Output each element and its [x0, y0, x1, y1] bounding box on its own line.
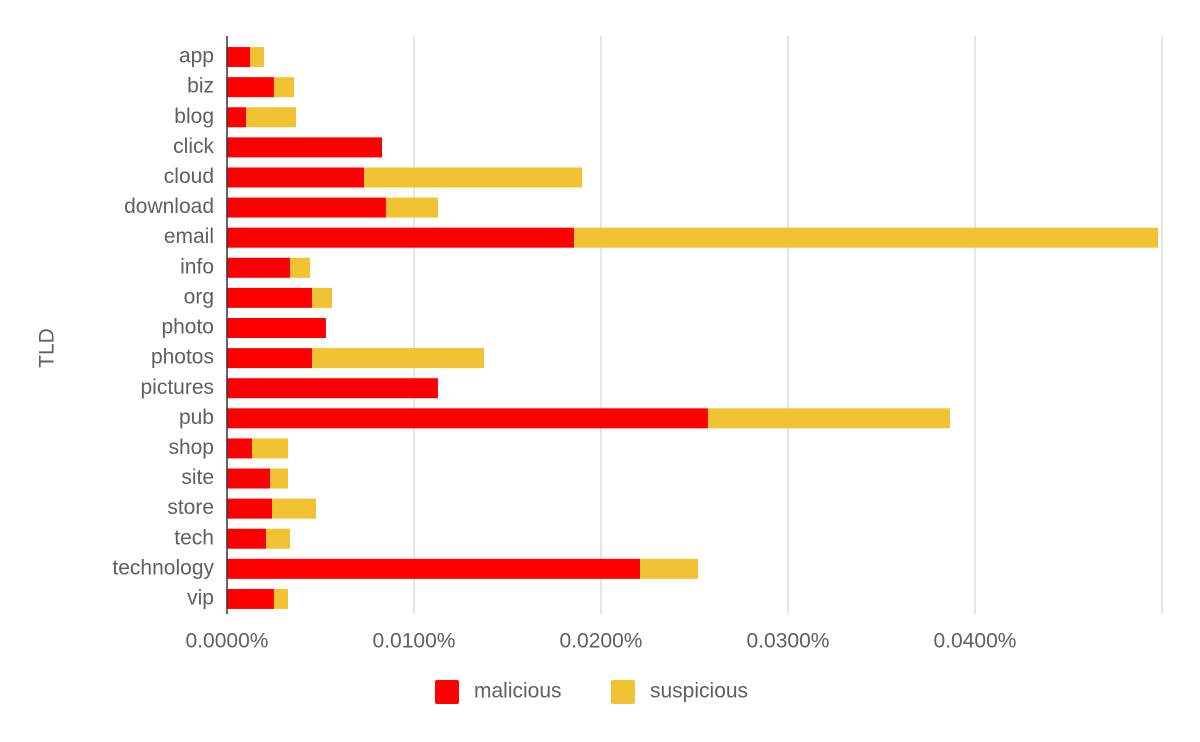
y-tick-label: store: [167, 496, 214, 519]
y-tick-label: app: [179, 45, 214, 68]
legend-swatch: [611, 680, 635, 704]
x-tick-label: 0.0000%: [186, 630, 269, 653]
bar-segment: [227, 348, 313, 369]
bar-segment: [266, 528, 291, 549]
bar-segment: [290, 257, 311, 278]
bar-segment: [640, 558, 699, 579]
legend-label: suspicious: [650, 680, 748, 703]
y-tick-label: email: [164, 225, 214, 248]
x-tick-label: 0.0300%: [747, 630, 830, 653]
x-tick-label: 0.0100%: [373, 630, 456, 653]
y-tick-label: org: [184, 285, 214, 308]
legend-swatch: [435, 680, 459, 704]
bar-segment: [227, 47, 251, 68]
bar-segment: [273, 588, 288, 609]
bar-segment: [227, 468, 271, 489]
y-tick-label: info: [180, 255, 214, 278]
bar-segment: [227, 408, 708, 429]
bar-segment: [273, 77, 294, 98]
bar-segment: [312, 348, 485, 369]
y-tick-label: technology: [112, 556, 214, 579]
bar-segment: [227, 378, 438, 399]
y-tick-label: pictures: [140, 376, 214, 399]
bar-segment: [574, 227, 1159, 248]
bar-segment: [227, 77, 274, 98]
y-tick-label: shop: [168, 436, 214, 459]
y-tick-label: biz: [187, 75, 214, 98]
y-tick-label: vip: [187, 586, 214, 609]
bar-segment: [227, 287, 313, 308]
bar-segment: [227, 528, 267, 549]
bar-segment: [227, 167, 365, 188]
y-tick-label: cloud: [164, 165, 214, 188]
bar-segment: [227, 438, 253, 459]
bar-segment: [227, 257, 291, 278]
y-tick-label: blog: [174, 105, 214, 128]
bar-segment: [227, 318, 326, 338]
y-tick-label: site: [181, 466, 214, 489]
bar-segment: [250, 47, 265, 68]
y-tick-label: download: [124, 195, 214, 218]
y-tick-label: tech: [174, 526, 214, 549]
bar-segment: [227, 197, 386, 218]
bar-segment: [227, 498, 273, 519]
y-axis-label: TLD: [36, 328, 59, 368]
bar-segment: [385, 197, 438, 218]
legend-label: malicious: [474, 680, 562, 703]
y-tick-label: pub: [179, 406, 214, 429]
bar-segment: [227, 227, 575, 248]
y-tick-label: photo: [161, 316, 214, 339]
x-tick-label: 0.0200%: [560, 630, 643, 653]
bar-segment: [227, 107, 247, 128]
bar-segment: [364, 167, 583, 188]
bar-segment: [270, 468, 288, 489]
bar-segment: [272, 498, 317, 519]
bar-segment: [252, 438, 289, 459]
bar-segment: [246, 107, 297, 128]
bar-segment: [227, 137, 383, 158]
bar-segment: [707, 408, 950, 429]
bar-segment: [227, 588, 274, 609]
bar-segment: [312, 287, 333, 308]
y-tick-label: photos: [151, 346, 214, 369]
y-tick-label: click: [173, 135, 214, 158]
bar-segment: [227, 558, 641, 579]
x-tick-label: 0.0400%: [934, 630, 1017, 653]
